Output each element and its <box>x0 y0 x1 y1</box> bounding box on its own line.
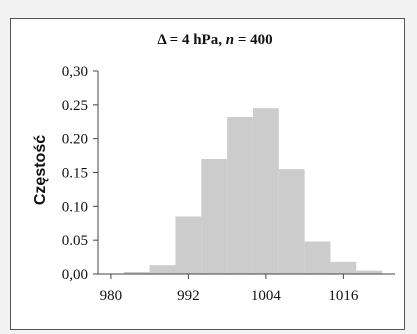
y-tick-label-0: 0,00 <box>62 267 88 283</box>
histogram-bar-2 <box>175 216 202 274</box>
x-tick-label-3: 1016 <box>328 288 359 304</box>
bars-group <box>123 108 383 274</box>
y-tick-label-1: 0.05 <box>62 233 88 249</box>
x-tick-label-0: 980 <box>100 288 123 304</box>
histogram-bar-6 <box>278 169 305 274</box>
histogram-bar-4 <box>227 117 253 274</box>
histogram-bar-8 <box>330 261 357 274</box>
title-delta: Δ <box>157 32 167 48</box>
x-tick-label-2: 1004 <box>251 288 282 304</box>
y-tick-label-6: 0,30 <box>62 64 88 80</box>
y-tick-label-2: 0.10 <box>62 199 88 215</box>
x-ticks-group: 980 992 1004 1016 <box>100 274 359 304</box>
title-n: n <box>226 32 234 48</box>
x-tick-label-1: 992 <box>177 288 200 304</box>
title-part-1: = 4 hPa, <box>166 32 226 48</box>
title-part-2: = 400 <box>234 32 273 48</box>
histogram-bar-7 <box>304 241 331 274</box>
y-tick-label-4: 0.20 <box>62 132 88 148</box>
histogram-bar-3 <box>201 158 228 274</box>
chart-title: Δ = 4 hPa, n = 400 <box>157 32 272 48</box>
histogram-bar-0 <box>123 271 150 274</box>
histogram-bar-5 <box>252 108 279 274</box>
histogram-bar-9 <box>356 270 383 274</box>
y-tick-label-3: 0.15 <box>62 166 88 182</box>
y-ticks-group: 0,00 0.05 0.10 0.15 0.20 0.25 0,30 <box>62 64 98 283</box>
y-tick-label-5: 0.25 <box>62 98 88 114</box>
histogram-bar-1 <box>149 265 176 274</box>
y-axis-label: Częstość <box>32 135 49 205</box>
